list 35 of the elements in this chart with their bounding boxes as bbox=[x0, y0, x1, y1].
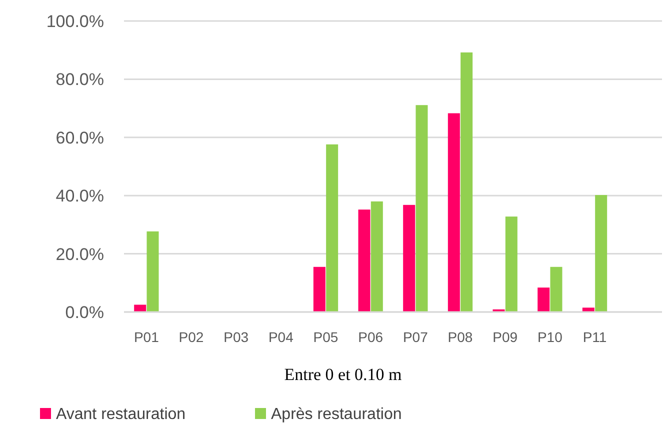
x-tick-label: P03 bbox=[224, 329, 249, 345]
bar bbox=[448, 113, 460, 312]
x-tick-label: P06 bbox=[358, 329, 384, 345]
y-tick-label: 40.0% bbox=[56, 186, 104, 206]
bar bbox=[403, 204, 416, 312]
x-tick-label: P11 bbox=[582, 329, 607, 345]
bar bbox=[146, 231, 159, 312]
bar bbox=[326, 144, 338, 312]
x-tick-label: P08 bbox=[448, 329, 473, 345]
y-tick-label: 0.0% bbox=[65, 302, 104, 322]
y-tick-label: 60.0% bbox=[56, 128, 104, 148]
bar bbox=[416, 105, 428, 312]
bar bbox=[134, 304, 146, 312]
bar bbox=[370, 201, 383, 312]
x-tick-label: P09 bbox=[492, 329, 518, 345]
x-tick-label: P05 bbox=[313, 329, 338, 345]
x-tick-label: P10 bbox=[537, 329, 563, 345]
x-tick-label: P02 bbox=[178, 329, 204, 345]
y-tick-label: 100.0% bbox=[46, 12, 104, 31]
bar bbox=[358, 210, 370, 312]
legend-label: Avant restauration bbox=[56, 406, 186, 423]
x-tick-label: P01 bbox=[134, 329, 160, 345]
x-tick-label: P04 bbox=[268, 329, 294, 345]
bar bbox=[582, 308, 594, 312]
y-tick-label: 80.0% bbox=[56, 70, 104, 90]
x-axis-title: Entre 0 et 0.10 m bbox=[284, 365, 402, 384]
bar bbox=[550, 266, 562, 312]
legend-label: Après restauration bbox=[271, 406, 402, 423]
bar bbox=[460, 52, 473, 312]
y-tick-label: 20.0% bbox=[56, 244, 104, 264]
bar bbox=[313, 266, 326, 312]
bar bbox=[595, 195, 608, 312]
x-tick-label: P07 bbox=[402, 329, 428, 345]
bar bbox=[505, 216, 518, 312]
bar bbox=[538, 288, 550, 312]
